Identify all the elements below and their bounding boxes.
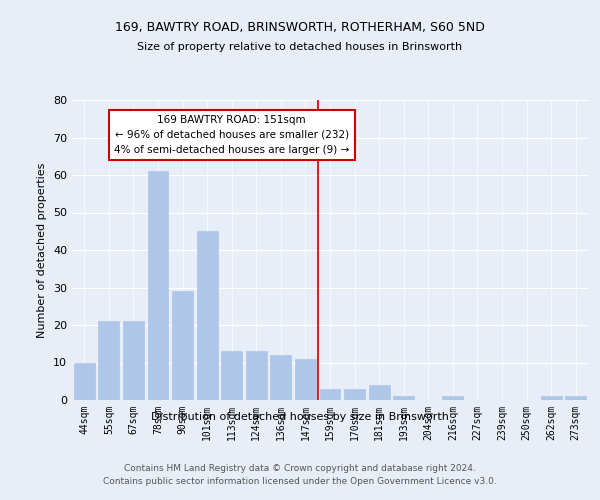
- Bar: [148, 171, 169, 400]
- Bar: [565, 396, 586, 400]
- Text: 169 BAWTRY ROAD: 151sqm
← 96% of detached houses are smaller (232)
4% of semi-de: 169 BAWTRY ROAD: 151sqm ← 96% of detache…: [114, 115, 349, 154]
- Bar: [172, 291, 193, 400]
- Text: 169, BAWTRY ROAD, BRINSWORTH, ROTHERHAM, S60 5ND: 169, BAWTRY ROAD, BRINSWORTH, ROTHERHAM,…: [115, 21, 485, 34]
- Bar: [295, 359, 316, 400]
- Bar: [74, 362, 95, 400]
- Bar: [541, 396, 562, 400]
- Bar: [98, 322, 119, 400]
- Bar: [442, 396, 463, 400]
- Bar: [320, 389, 340, 400]
- Text: Contains HM Land Registry data © Crown copyright and database right 2024.
Contai: Contains HM Land Registry data © Crown c…: [103, 464, 497, 486]
- Bar: [197, 231, 218, 400]
- Bar: [344, 389, 365, 400]
- Bar: [221, 351, 242, 400]
- Text: Distribution of detached houses by size in Brinsworth: Distribution of detached houses by size …: [151, 412, 449, 422]
- Bar: [271, 355, 292, 400]
- Bar: [246, 351, 267, 400]
- Bar: [123, 322, 144, 400]
- Y-axis label: Number of detached properties: Number of detached properties: [37, 162, 47, 338]
- Bar: [368, 385, 389, 400]
- Bar: [393, 396, 414, 400]
- Text: Size of property relative to detached houses in Brinsworth: Size of property relative to detached ho…: [137, 42, 463, 52]
